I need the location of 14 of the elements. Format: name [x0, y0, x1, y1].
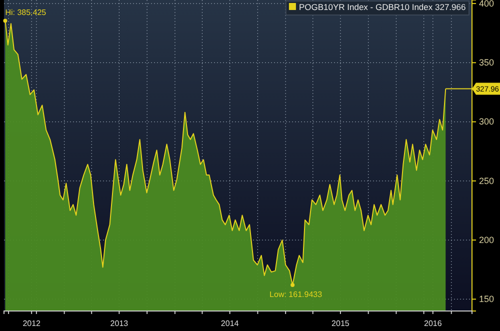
x-tick-label: 2015 — [332, 318, 350, 328]
legend-label: POGB10YR Index - GDBR10 Index 327.966 — [298, 2, 466, 12]
x-tick-label: 2012 — [22, 318, 42, 328]
y-tick-label: 300 — [479, 116, 494, 127]
y-tick-label: 250 — [479, 176, 494, 186]
y-tick-label: 400 — [479, 0, 494, 8]
x-tick-label: 2014 — [220, 318, 240, 328]
y-tick-label: 200 — [479, 234, 494, 245]
x-tick-label: 2016 — [424, 318, 442, 328]
x-tick-label: 2013 — [110, 318, 129, 328]
annotation: Low: 161.9433 — [270, 290, 323, 300]
y-tick-label: 150 — [479, 294, 494, 304]
y-tick-label: 350 — [479, 58, 494, 68]
annotation: Hi: 385.425 — [5, 8, 47, 17]
